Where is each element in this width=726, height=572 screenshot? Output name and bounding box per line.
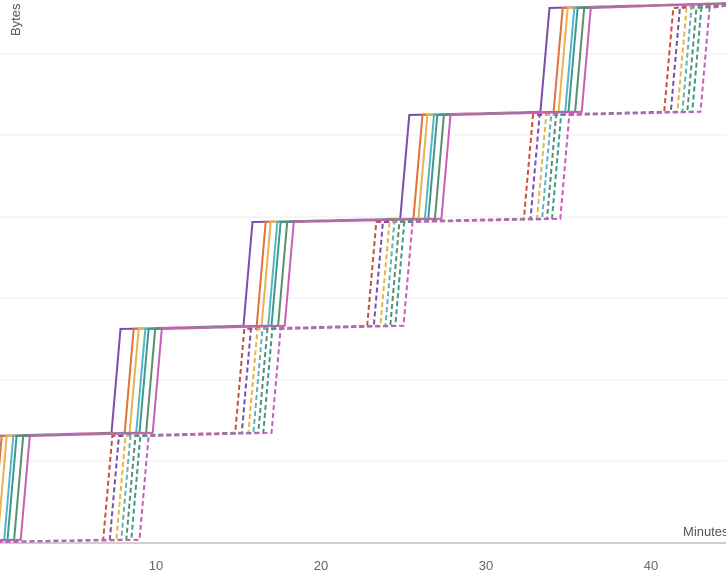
x-tick-label: 40 <box>644 558 658 572</box>
series-line <box>0 4 726 543</box>
series-line <box>0 2 726 524</box>
series-line <box>0 2 726 437</box>
x-tick-label: 30 <box>479 558 493 572</box>
x-tick-labels: 10 20 30 40 <box>149 558 658 572</box>
series-line <box>0 3 726 543</box>
series-line <box>0 3 726 543</box>
series-line <box>0 2 726 542</box>
gridlines <box>0 53 726 462</box>
x-tick-label: 20 <box>314 558 328 572</box>
x-axis-title: Minutes <box>683 524 726 539</box>
series-line <box>0 2 726 542</box>
series-line <box>0 4 726 544</box>
series-line <box>0 3 726 543</box>
series-line <box>0 4 726 544</box>
x-tick-label: 10 <box>149 558 163 572</box>
y-axis-title: Bytes <box>8 3 23 36</box>
series-line <box>0 2 726 542</box>
series-line <box>0 2 726 468</box>
series-group <box>0 2 726 544</box>
series-line <box>0 2 726 542</box>
series-line <box>0 3 726 543</box>
